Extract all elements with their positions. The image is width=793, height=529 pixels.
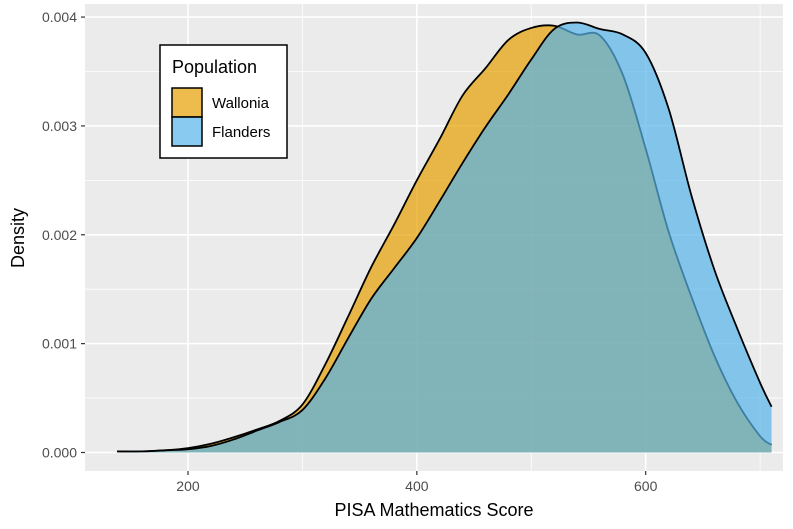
y-tick-label: 0.000 (42, 444, 77, 460)
y-tick-label: 0.002 (42, 227, 77, 243)
density-areas (117, 21, 773, 453)
x-axis: 200 400 600 (176, 471, 658, 494)
legend-label-wallonia: Wallonia (212, 95, 270, 112)
x-tick-label: 600 (634, 478, 658, 494)
y-axis: 0.000 0.001 0.002 0.003 0.004 (42, 9, 85, 460)
y-tick-label: 0.003 (42, 118, 77, 134)
legend-key-flanders (171, 116, 203, 147)
x-tick-label: 200 (176, 478, 200, 494)
area-flanders (117, 22, 772, 453)
legend-title: Population (172, 57, 257, 77)
y-axis-title: Density (8, 208, 28, 268)
x-axis-title: PISA Mathematics Score (334, 500, 533, 520)
legend-label-flanders: Flanders (212, 124, 270, 141)
legend: Population Wallonia Flanders (159, 44, 288, 159)
x-tick-label: 400 (405, 478, 429, 494)
legend-key-wallonia (171, 87, 203, 118)
y-tick-label: 0.004 (42, 9, 77, 25)
line-flanders (117, 21, 773, 453)
y-tick-label: 0.001 (42, 336, 77, 352)
